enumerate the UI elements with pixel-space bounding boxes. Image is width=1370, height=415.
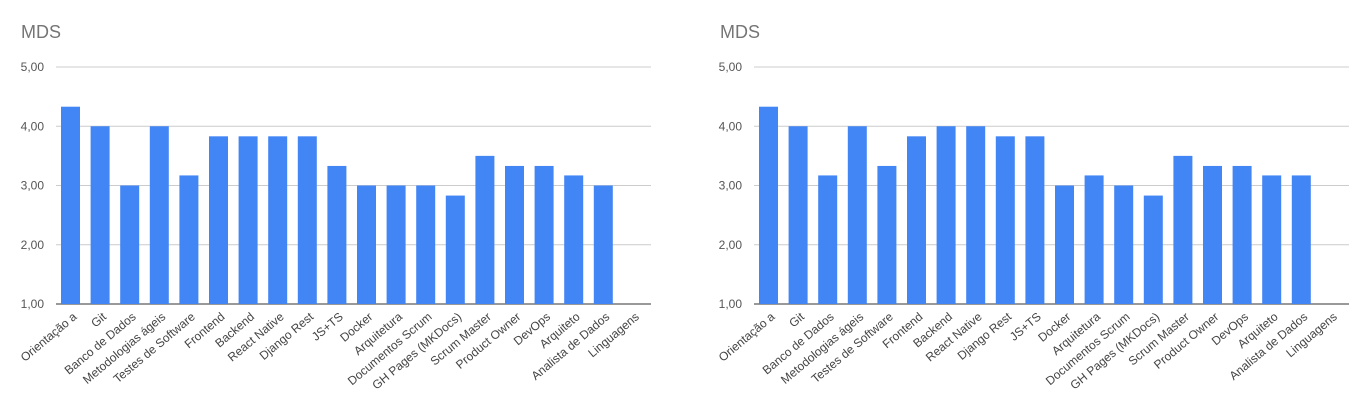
bar	[475, 155, 495, 304]
bar	[357, 185, 376, 304]
bar	[936, 126, 956, 304]
bar	[386, 185, 406, 304]
y-tick-label: 5,00	[719, 60, 743, 74]
bar	[759, 106, 778, 304]
bar	[90, 126, 110, 304]
bar-chart-right: MDS 1,00 2,00 3,00 4,00 5,00 Orientação a Git B…	[698, 0, 1370, 415]
bar	[327, 165, 347, 304]
bar	[1025, 136, 1045, 304]
bar	[1232, 165, 1252, 304]
bar	[179, 175, 199, 304]
bar	[788, 126, 808, 304]
bar	[505, 165, 524, 304]
bar	[847, 126, 867, 304]
bar	[877, 165, 897, 304]
bar	[1143, 195, 1163, 304]
bar	[268, 136, 288, 304]
bar	[1055, 185, 1074, 304]
bar	[61, 106, 80, 304]
bar	[564, 175, 584, 304]
bar	[445, 195, 465, 304]
x-tick-label: Orientação a	[18, 309, 80, 364]
bar	[238, 136, 258, 304]
y-tick-label: 2,00	[21, 238, 45, 252]
bar	[534, 165, 554, 304]
bar	[593, 185, 613, 304]
chart-title: MDS	[21, 22, 61, 42]
bar	[995, 136, 1015, 304]
bar	[120, 185, 140, 304]
y-tick-label: 4,00	[21, 119, 45, 133]
x-tick-label: Git	[786, 309, 807, 330]
bar	[297, 136, 317, 304]
bar	[966, 126, 986, 304]
bar	[209, 136, 228, 304]
bar	[907, 136, 926, 304]
y-tick-label: 2,00	[719, 238, 743, 252]
bar	[818, 175, 838, 304]
y-tick-label: 1,00	[719, 297, 743, 311]
bar	[149, 126, 169, 304]
bar	[1203, 165, 1222, 304]
chart-title: MDS	[720, 22, 760, 42]
bar	[416, 185, 436, 304]
y-tick-label: 1,00	[21, 297, 45, 311]
bar	[1084, 175, 1104, 304]
bar-chart-left: MDS 1,00 2,00 3,00 4,00 5,00 Orientação a Git B…	[18, 22, 651, 392]
bar	[1114, 185, 1134, 304]
x-tick-label: Orientação a	[716, 309, 778, 364]
y-tick-label: 3,00	[21, 179, 45, 193]
bar	[1262, 175, 1282, 304]
y-tick-label: 4,00	[719, 119, 743, 133]
y-tick-label: 3,00	[719, 179, 743, 193]
x-tick-label: Git	[88, 309, 109, 330]
y-tick-label: 5,00	[21, 60, 45, 74]
bar	[1291, 175, 1311, 304]
bar	[1173, 155, 1193, 304]
